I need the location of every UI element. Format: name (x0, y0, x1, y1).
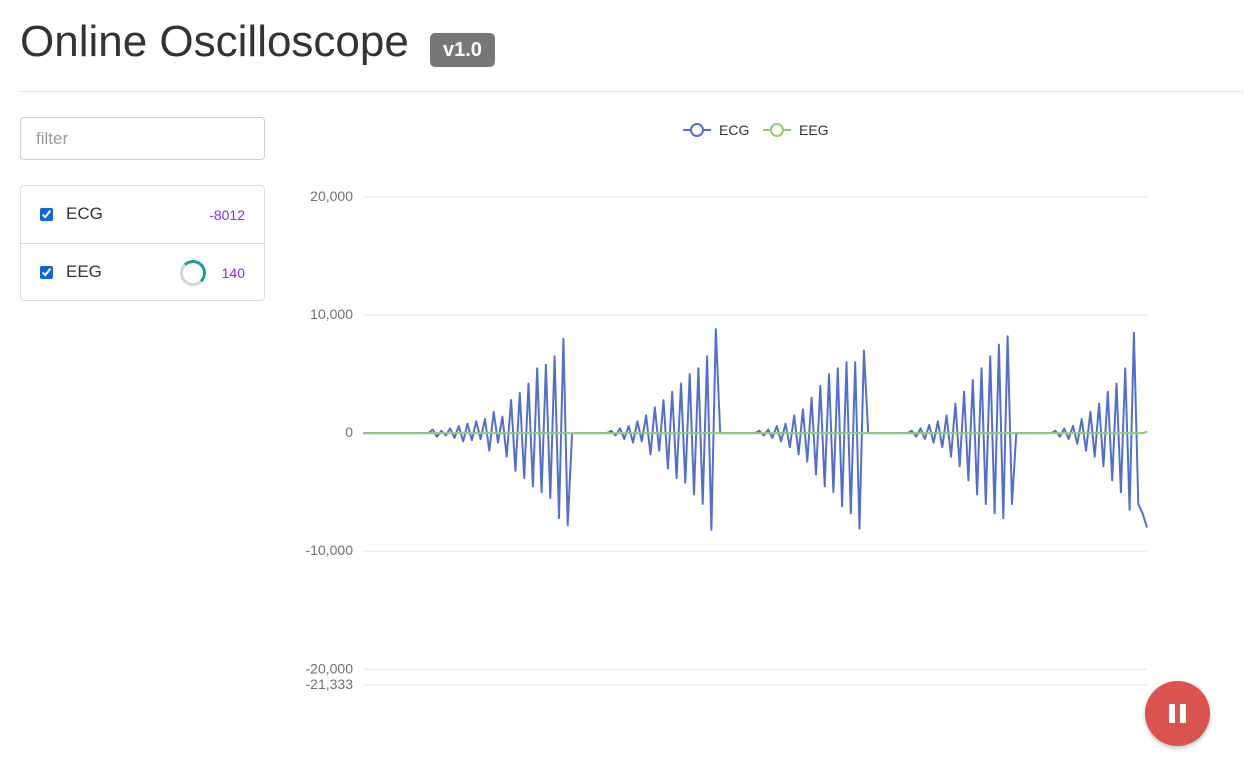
y-tick-label: 20,000 (310, 188, 353, 204)
channel-checkbox-ecg[interactable] (40, 208, 53, 221)
y-tick-label: 10,000 (310, 306, 353, 322)
legend-marker (690, 123, 704, 137)
oscilloscope-chart[interactable]: 20,000 10,000 0 -10,000 -20,000 -21,333 ECG EEG (270, 100, 1200, 720)
page-title: Online Oscilloscope (20, 17, 409, 66)
channel-value: 140 (221, 265, 245, 281)
channel-item-eeg[interactable]: EEG 140 (21, 243, 264, 300)
y-tick-label: -20,000 (306, 660, 354, 676)
channel-item-ecg[interactable]: ECG -8012 (21, 186, 264, 243)
y-tick-label: 0 (345, 424, 353, 440)
legend-label: ECG (719, 122, 749, 138)
channel-value: -8012 (209, 207, 245, 223)
channel-label: ECG (66, 204, 103, 223)
y-tick-label: -21,333 (306, 676, 354, 692)
series-line-ecg (363, 328, 1148, 531)
channel-checkbox-eeg[interactable] (40, 266, 53, 279)
series-line-eeg (363, 430, 1148, 435)
y-tick-label: -10,000 (306, 542, 354, 558)
version-badge: v1.0 (430, 33, 495, 67)
pause-icon (1169, 704, 1186, 723)
legend-marker (770, 123, 784, 137)
legend-label: EEG (799, 122, 829, 138)
filter-input[interactable] (20, 117, 265, 160)
channel-label: EEG (66, 262, 102, 281)
channel-list: ECG -8012 EEG 140 (20, 185, 265, 301)
pause-button[interactable] (1145, 681, 1210, 746)
loading-spinner-icon (180, 260, 206, 286)
chart-svg: 20,000 10,000 0 -10,000 -20,000-21,333 ECG EEG (306, 122, 1148, 692)
page-header: Online Oscilloscope v1.0 (20, 0, 1244, 92)
